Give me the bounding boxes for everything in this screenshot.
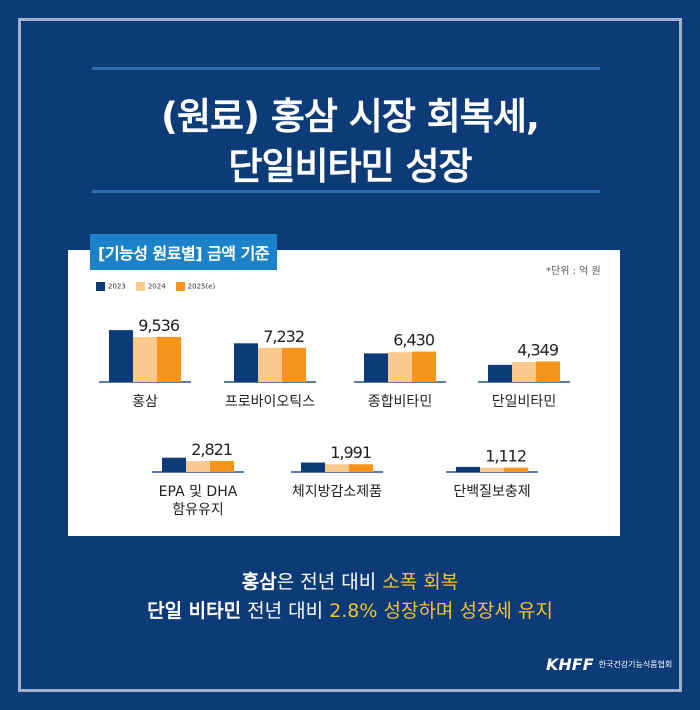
bar-2024 xyxy=(186,461,210,472)
bar-2025(e) xyxy=(349,464,373,472)
bar-2025(e) xyxy=(536,361,560,382)
bar-2023 xyxy=(162,457,186,472)
bar-2023 xyxy=(456,466,480,472)
chart-card xyxy=(68,250,620,536)
category-label: 단일비타민 xyxy=(492,394,556,410)
legend: 2023 2024 2025(e) xyxy=(96,282,215,291)
bar-2023 xyxy=(301,462,325,472)
summary-line-1: 홍삼은 전년 대비 소폭 회복 xyxy=(241,571,459,593)
value-label: 1,112 xyxy=(485,447,526,466)
bar-2024 xyxy=(388,352,412,382)
bar-2025(e) xyxy=(504,467,528,472)
bar-2025(e) xyxy=(412,351,436,382)
title-line-1: (원료) 홍삼 시장 회복세, xyxy=(161,95,540,138)
bar-2025(e) xyxy=(157,336,181,382)
value-label: 7,232 xyxy=(263,327,304,346)
category-label: 홍삼 xyxy=(132,394,158,410)
khff-logo: KHFF 한국건강기능식품협회 xyxy=(546,655,673,674)
value-label: 4,349 xyxy=(517,340,559,359)
divider xyxy=(92,190,600,193)
bar-2024 xyxy=(512,361,536,382)
legend-item-2023: 2023 xyxy=(96,282,126,291)
category-label: EPA 및 DHA xyxy=(159,484,238,500)
value-label: 6,430 xyxy=(393,331,435,350)
unit-note: *단위 : 억 원 xyxy=(546,266,601,277)
frame-border xyxy=(18,18,682,692)
bar-2023 xyxy=(234,343,258,382)
bar-2023 xyxy=(109,330,133,382)
bar-2024 xyxy=(258,347,282,382)
chart-title: [기능성 원료별] 금액 기준 xyxy=(90,234,278,270)
bar-2023 xyxy=(364,353,388,382)
bar-2023 xyxy=(488,364,512,382)
title-line-2: 단일비타민 성장 xyxy=(228,145,472,188)
category-label: 체지방감소제품 xyxy=(292,484,382,500)
legend-item-2025e: 2025(e) xyxy=(175,282,215,291)
legend-item-2024: 2024 xyxy=(135,282,166,291)
category-label: 종합비타민 xyxy=(368,394,432,410)
category-label: 단백질보충제 xyxy=(453,484,530,500)
summary-line-2: 단일 비타민 전년 대비 2.8% 성장하며 성장세 유지 xyxy=(147,600,553,622)
divider xyxy=(92,67,600,70)
category-label: 함유유지 xyxy=(172,502,224,518)
bar-2025(e) xyxy=(282,347,306,382)
value-label: 2,821 xyxy=(191,440,232,459)
category-label: 프로바이오틱스 xyxy=(225,394,315,410)
bar-2024 xyxy=(133,336,157,382)
bar-2025(e) xyxy=(210,460,234,472)
bar-2024 xyxy=(325,464,349,472)
value-label: 9,536 xyxy=(138,316,180,335)
value-label: 1,991 xyxy=(330,443,371,462)
bar-2024 xyxy=(480,467,504,472)
